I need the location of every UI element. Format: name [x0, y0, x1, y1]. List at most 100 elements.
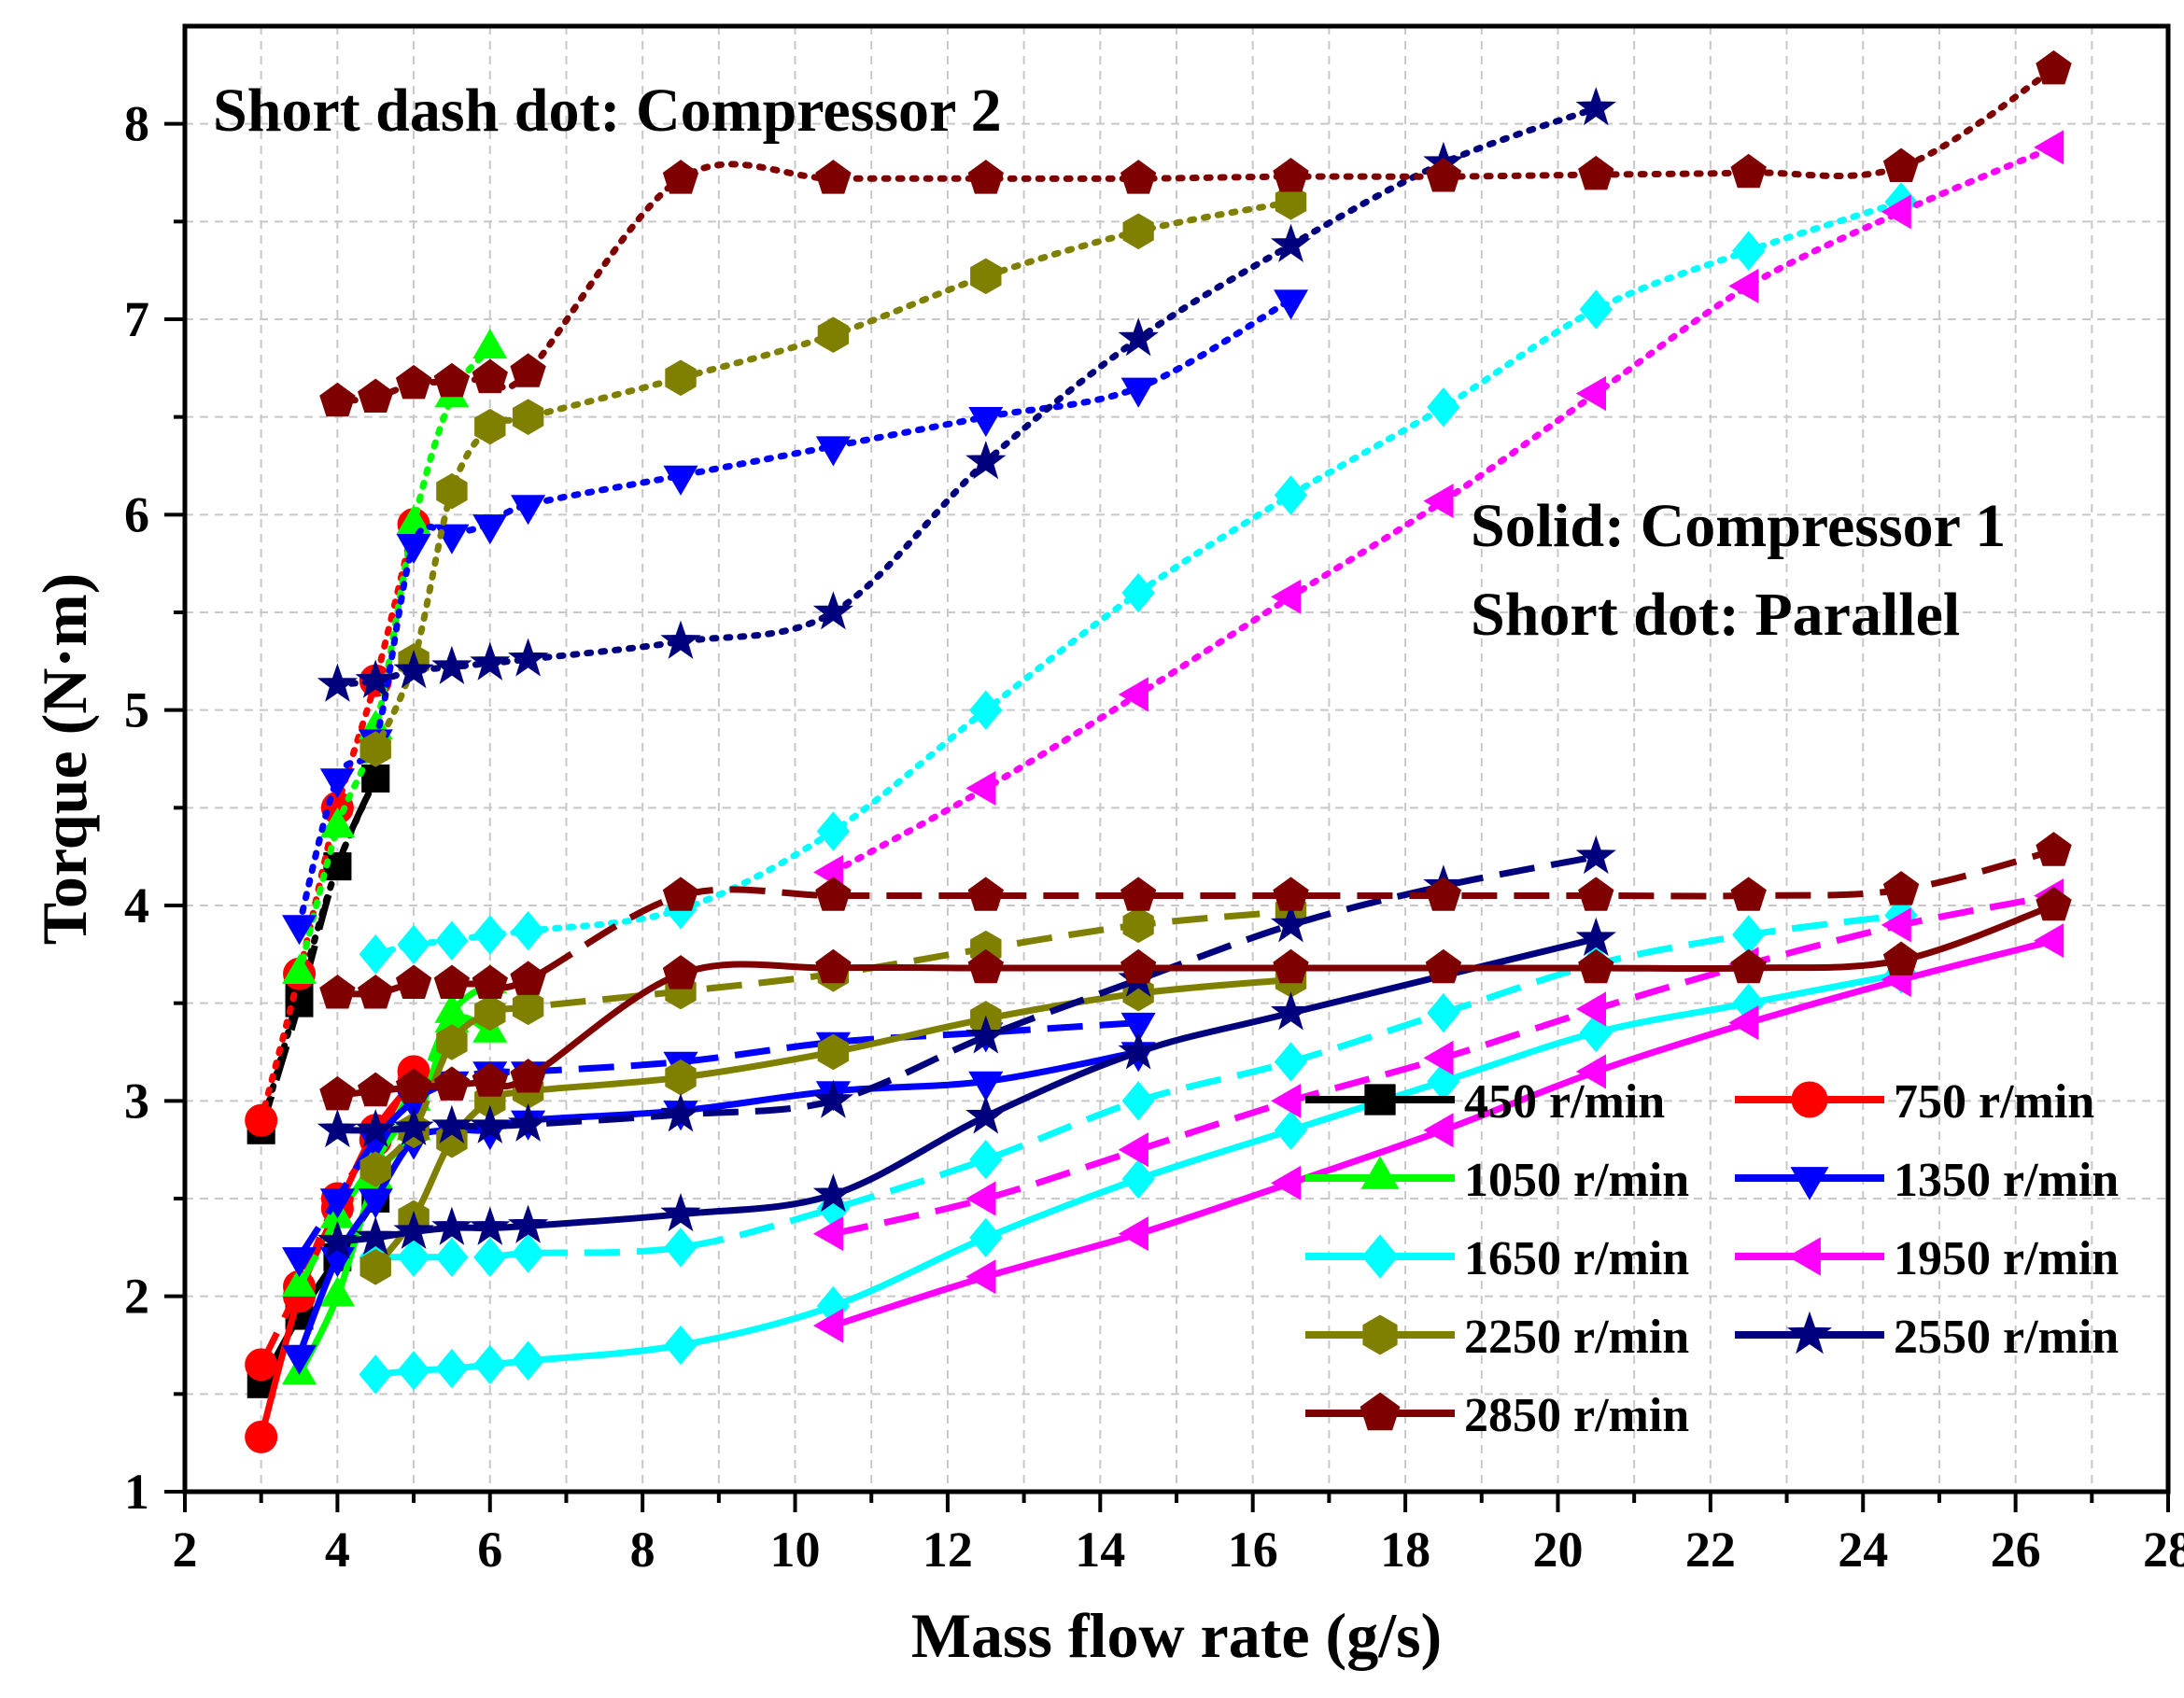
data-point — [359, 731, 391, 767]
data-point — [317, 1220, 359, 1259]
data-point — [358, 1188, 393, 1219]
data-point — [1121, 572, 1155, 613]
data-point — [510, 353, 546, 387]
data-point — [969, 690, 1003, 730]
data-point — [1423, 484, 1454, 519]
legend-marker — [1360, 1156, 1400, 1189]
data-point — [355, 1216, 396, 1256]
legend-label: 1950 r/min — [1894, 1232, 2119, 1285]
data-point — [359, 1354, 392, 1395]
data-point — [282, 953, 317, 984]
data-point — [470, 1206, 511, 1245]
data-point — [1578, 877, 1614, 911]
x-tick-label: 6 — [477, 1522, 502, 1578]
data-point — [1427, 387, 1460, 428]
data-point — [965, 1015, 1007, 1054]
data-point — [317, 663, 359, 702]
legend-entry: 1650 r/min — [1305, 1232, 1689, 1285]
data-point — [965, 1095, 1007, 1134]
data-point — [511, 1340, 545, 1381]
legend-entry: 450 r/min — [1305, 1075, 1665, 1129]
data-series — [245, 49, 2072, 1453]
legend-entry: 750 r/min — [1735, 1075, 2094, 1129]
data-point — [663, 465, 698, 496]
data-point — [817, 1033, 850, 1071]
data-point — [1575, 917, 1616, 957]
data-point — [815, 877, 852, 911]
data-point — [319, 1188, 355, 1219]
data-point — [665, 359, 697, 397]
data-point — [965, 441, 1007, 480]
legend-entry: 1350 r/min — [1735, 1154, 2119, 1207]
legend: 450 r/min 750 r/min 1050 r/min 1350 r/min 16… — [1305, 1075, 2119, 1442]
legend-label: 450 r/min — [1464, 1075, 1665, 1129]
data-point — [1122, 213, 1154, 250]
data-point — [2034, 923, 2064, 959]
data-point — [397, 1237, 430, 1277]
data-point — [1728, 268, 1759, 303]
annotation-parallel: Short dot: Parallel — [1471, 581, 1960, 649]
x-tick-label: 22 — [1685, 1522, 1736, 1578]
data-point — [1273, 877, 1309, 911]
data-point — [358, 1072, 394, 1107]
data-point — [1578, 155, 1614, 190]
legend-label: 1050 r/min — [1464, 1154, 1689, 1207]
data-point — [355, 659, 396, 698]
data-point — [812, 1308, 844, 1343]
data-point — [507, 1204, 549, 1243]
data-point — [967, 160, 1004, 194]
legend-marker — [1362, 1314, 1398, 1355]
data-point — [965, 1259, 996, 1295]
data-point — [355, 1108, 396, 1148]
data-point — [433, 362, 471, 398]
x-axis-title: Mass flow rate (g/s) — [911, 1600, 1442, 1671]
data-point — [664, 1228, 697, 1268]
data-point — [817, 316, 850, 353]
y-tick-label: 7 — [124, 291, 149, 347]
series-2550-r-minparallel — [317, 87, 1616, 702]
data-point — [1881, 194, 1911, 230]
legend-marker — [1787, 1237, 1821, 1276]
annotation-compressor-2: Short dash dot: Compressor 2 — [213, 77, 1002, 145]
data-point — [507, 638, 549, 677]
data-point — [1270, 223, 1312, 262]
data-point — [474, 408, 506, 445]
x-tick-label: 24 — [1838, 1522, 1888, 1578]
series-line — [337, 935, 1598, 1245]
data-point — [1578, 948, 1614, 984]
data-point — [358, 378, 394, 413]
data-point — [473, 1344, 507, 1385]
data-point — [1882, 871, 1920, 905]
data-point — [1274, 1042, 1308, 1082]
legend-entry: 1950 r/min — [1735, 1232, 2119, 1285]
data-point — [1425, 948, 1462, 984]
data-point — [1121, 1081, 1155, 1121]
data-point — [1728, 1005, 1759, 1041]
y-tick-label: 1 — [124, 1464, 149, 1520]
data-point — [2036, 832, 2072, 866]
legend-marker — [1360, 1392, 1401, 1431]
data-point — [1575, 1054, 1606, 1089]
data-point — [395, 964, 432, 999]
y-tick-label: 4 — [124, 877, 149, 933]
x-tick-label: 18 — [1380, 1522, 1430, 1578]
data-point — [1271, 1165, 1302, 1200]
data-point — [282, 1247, 317, 1278]
data-point — [282, 915, 317, 946]
data-point — [660, 620, 701, 659]
legend-entry: 2850 r/min — [1305, 1389, 1689, 1442]
legend-label: 2850 r/min — [1464, 1389, 1689, 1442]
data-point — [2036, 886, 2072, 921]
legend-label: 750 r/min — [1894, 1075, 2094, 1129]
data-point — [245, 1103, 278, 1137]
data-point — [433, 1066, 471, 1101]
x-tick-label: 8 — [630, 1522, 655, 1578]
data-point — [431, 645, 472, 685]
data-point — [319, 1276, 355, 1307]
x-tick-label: 10 — [770, 1522, 821, 1578]
data-point — [470, 1104, 511, 1144]
data-point — [511, 495, 546, 526]
x-tick-label: 12 — [923, 1522, 973, 1578]
series-2850-r-mincompressor2 — [319, 832, 2072, 1009]
